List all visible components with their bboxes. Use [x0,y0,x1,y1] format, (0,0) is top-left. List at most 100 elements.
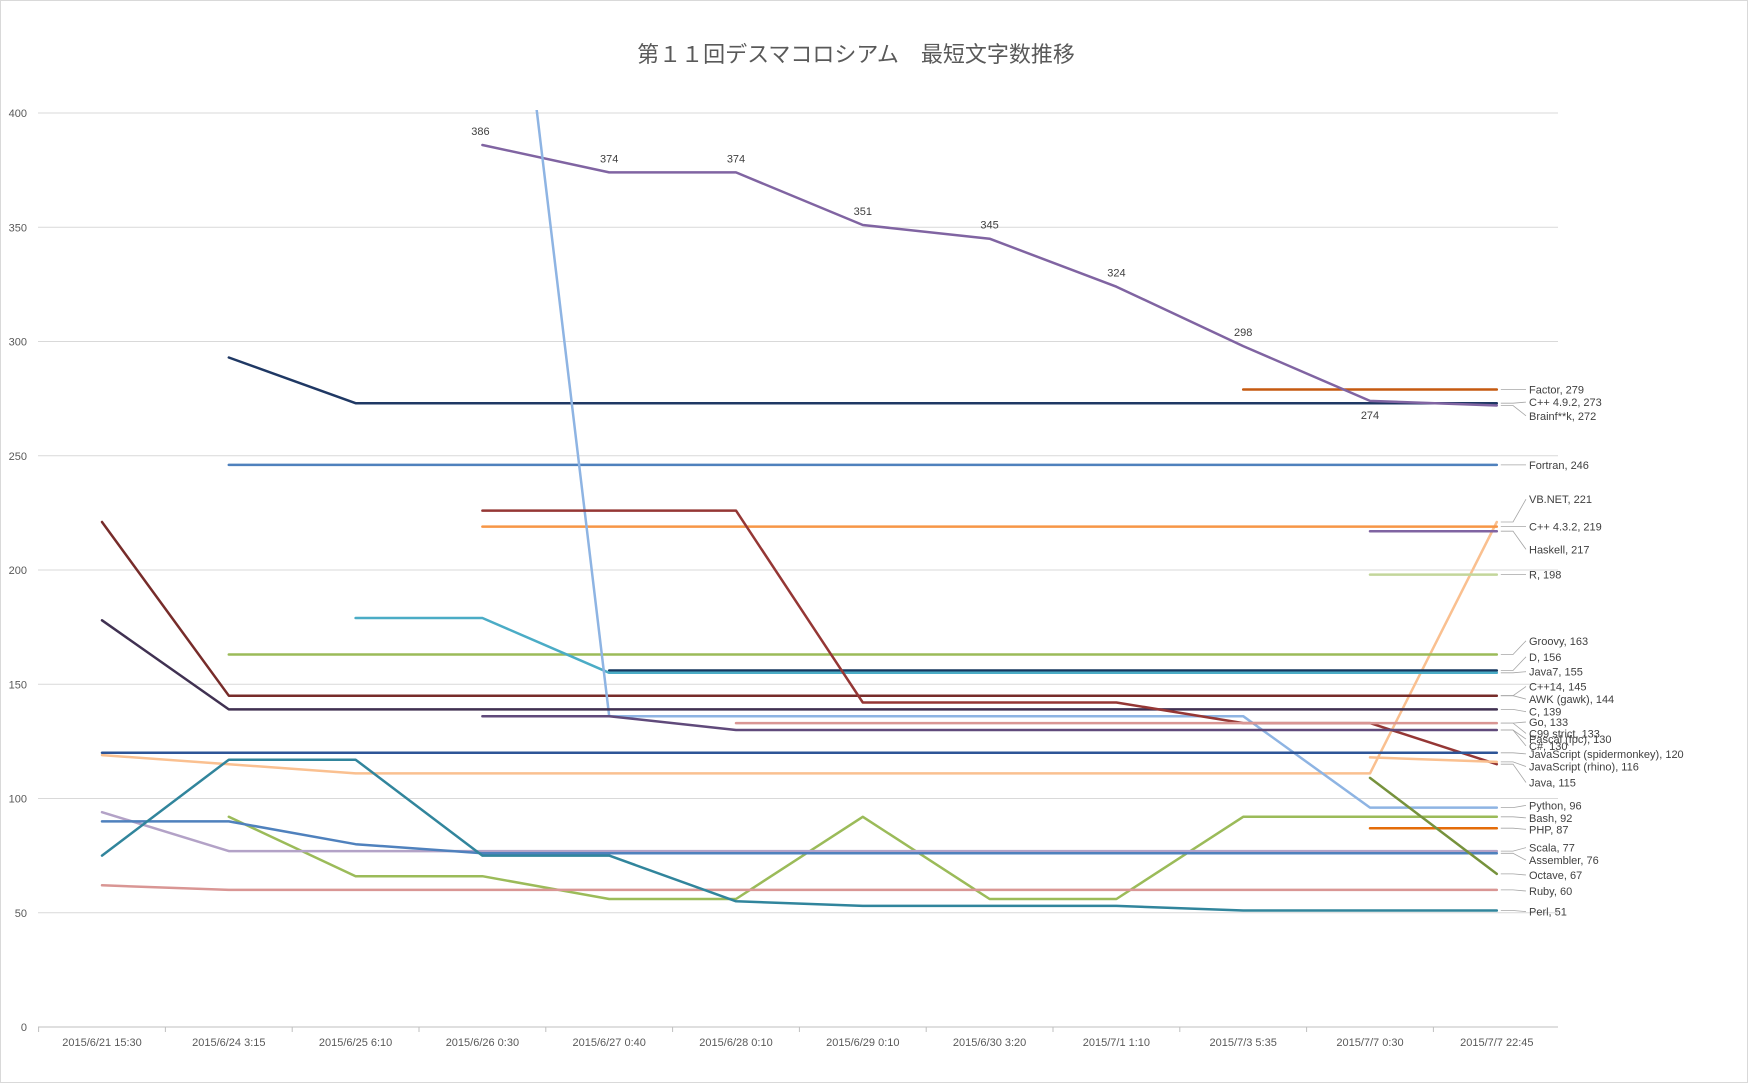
legend-label: Haskell, 217 [1529,544,1590,556]
series-lines [100,110,1499,912]
series-line [100,520,1499,775]
series-line [1368,776,1499,876]
series-line [100,810,1499,853]
series-line [227,815,1499,901]
x-tick-label: 2015/6/26 0:30 [446,1037,519,1049]
legend-label: Groovy, 163 [1529,636,1588,648]
y-tick-label: 350 [9,222,27,234]
legend-label: AWK (gawk), 144 [1529,694,1614,706]
legend-leader-line [1500,873,1527,876]
legend-label: Perl, 51 [1529,907,1567,919]
legend-label: Python, 96 [1529,800,1582,812]
legend-leader-line [1500,729,1527,747]
legend-leader-line [1500,671,1527,674]
legend-label: C99 strict, 133 [1529,728,1600,740]
legend-label: Assembler, 76 [1529,855,1599,867]
legend-label: JavaScript (spidermonkey), 120 [1529,749,1684,761]
data-label: 274 [1361,410,1379,422]
legend-label: C, 139 [1529,707,1561,719]
y-tick-label: 300 [9,337,27,349]
legend-leader-line [1500,827,1527,830]
legend-label: C++14, 145 [1529,682,1587,694]
series-line [100,520,1499,697]
legend-label: Factor, 279 [1529,384,1584,396]
y-tick-label: 400 [9,108,27,120]
legend-leader-line [1500,805,1527,808]
legend-label: PHP, 87 [1529,824,1569,836]
legend-label: Java7, 155 [1529,667,1583,679]
gridlines [38,112,1558,1028]
legend-leader-line [1500,530,1527,550]
legend-leader-line [1500,709,1527,713]
x-tick-label: 2015/6/30 3:20 [953,1037,1026,1049]
legend-leader-line [1500,816,1527,819]
legend-label: Ruby, 60 [1529,886,1572,898]
legend-leader-line [1500,763,1527,783]
series-line [481,714,1499,732]
data-label: 298 [1234,327,1252,339]
legend-label: Pascal (fpc), 130 [1529,734,1612,746]
legend-label: R, 198 [1529,570,1561,582]
series-line [100,884,1499,892]
y-tick-label: 100 [9,794,27,806]
series-line [227,356,1499,405]
legend-label: C#, 130 [1529,741,1568,753]
data-label: 351 [854,206,872,218]
legend-leader-line [1500,852,1527,861]
legend-leader-line [1500,695,1527,700]
legend-label: Fortran, 246 [1529,460,1589,472]
chart-title: 第１１回デスマコロシアム 最短文字数推移 [637,43,1075,68]
x-tick-label: 2015/7/7 0:30 [1336,1037,1403,1049]
x-tick-label: 2015/7/1 1:10 [1083,1037,1150,1049]
series-line [100,619,1499,711]
legend-leader-line [1500,401,1527,404]
data-label: 345 [980,220,998,232]
data-label: 386 [471,126,489,138]
legend-leader-line [1500,847,1527,852]
legend-leader-line [1500,405,1527,417]
series-line [100,758,1499,912]
x-tick-label: 2015/7/7 22:45 [1460,1037,1533,1049]
series-line [354,616,1499,675]
legend-label: VB.NET, 221 [1529,494,1592,506]
y-axis-ticks: 0 50 100 150 200 250 300 350 400 [9,108,27,1034]
series-line [1368,756,1499,764]
legend-label: Java, 115 [1529,778,1576,790]
y-tick-label: 50 [15,908,27,920]
x-axis-ticks: 2015/6/21 15:30 2015/6/24 3:15 2015/6/25 6… [38,1027,1534,1049]
legend-label: Brainf**k, 272 [1529,411,1596,423]
y-tick-label: 250 [9,451,27,463]
legend-leader-line [1500,722,1527,734]
y-tick-label: 150 [9,679,27,691]
y-tick-label: 0 [21,1022,27,1034]
legend-label: C++ 4.9.2, 273 [1529,397,1602,409]
x-tick-label: 2015/6/28 0:10 [699,1037,772,1049]
x-tick-label: 2015/7/3 5:35 [1210,1037,1277,1049]
data-labels: 386 374 374 351 345 324 298 274 [471,126,1379,422]
series-line [481,143,1499,407]
series-line [535,110,1499,809]
data-label: 324 [1107,268,1125,280]
legend-label: C++ 4.3.2, 219 [1529,522,1602,534]
legend-leader-line [1500,656,1527,671]
legend-label: Scala, 77 [1529,843,1575,855]
legend-label: D, 156 [1529,652,1561,664]
legend-label: JavaScript (rhino), 116 [1529,762,1639,774]
x-tick-label: 2015/6/21 15:30 [62,1037,142,1049]
y-tick-label: 200 [9,565,27,577]
legend-leader-line [1500,761,1527,767]
x-tick-label: 2015/6/25 6:10 [319,1037,392,1049]
x-tick-label: 2015/6/29 0:10 [826,1037,899,1049]
data-label: 374 [727,153,745,165]
legend-leader-line [1500,910,1527,912]
legend-leader-line [1500,499,1527,523]
legend-leader-line [1500,752,1527,755]
legend-label: Go, 133 [1529,717,1568,729]
series-line [100,820,1499,855]
x-tick-label: 2015/6/27 0:40 [572,1037,645,1049]
x-tick-label: 2015/6/24 3:15 [192,1037,265,1049]
